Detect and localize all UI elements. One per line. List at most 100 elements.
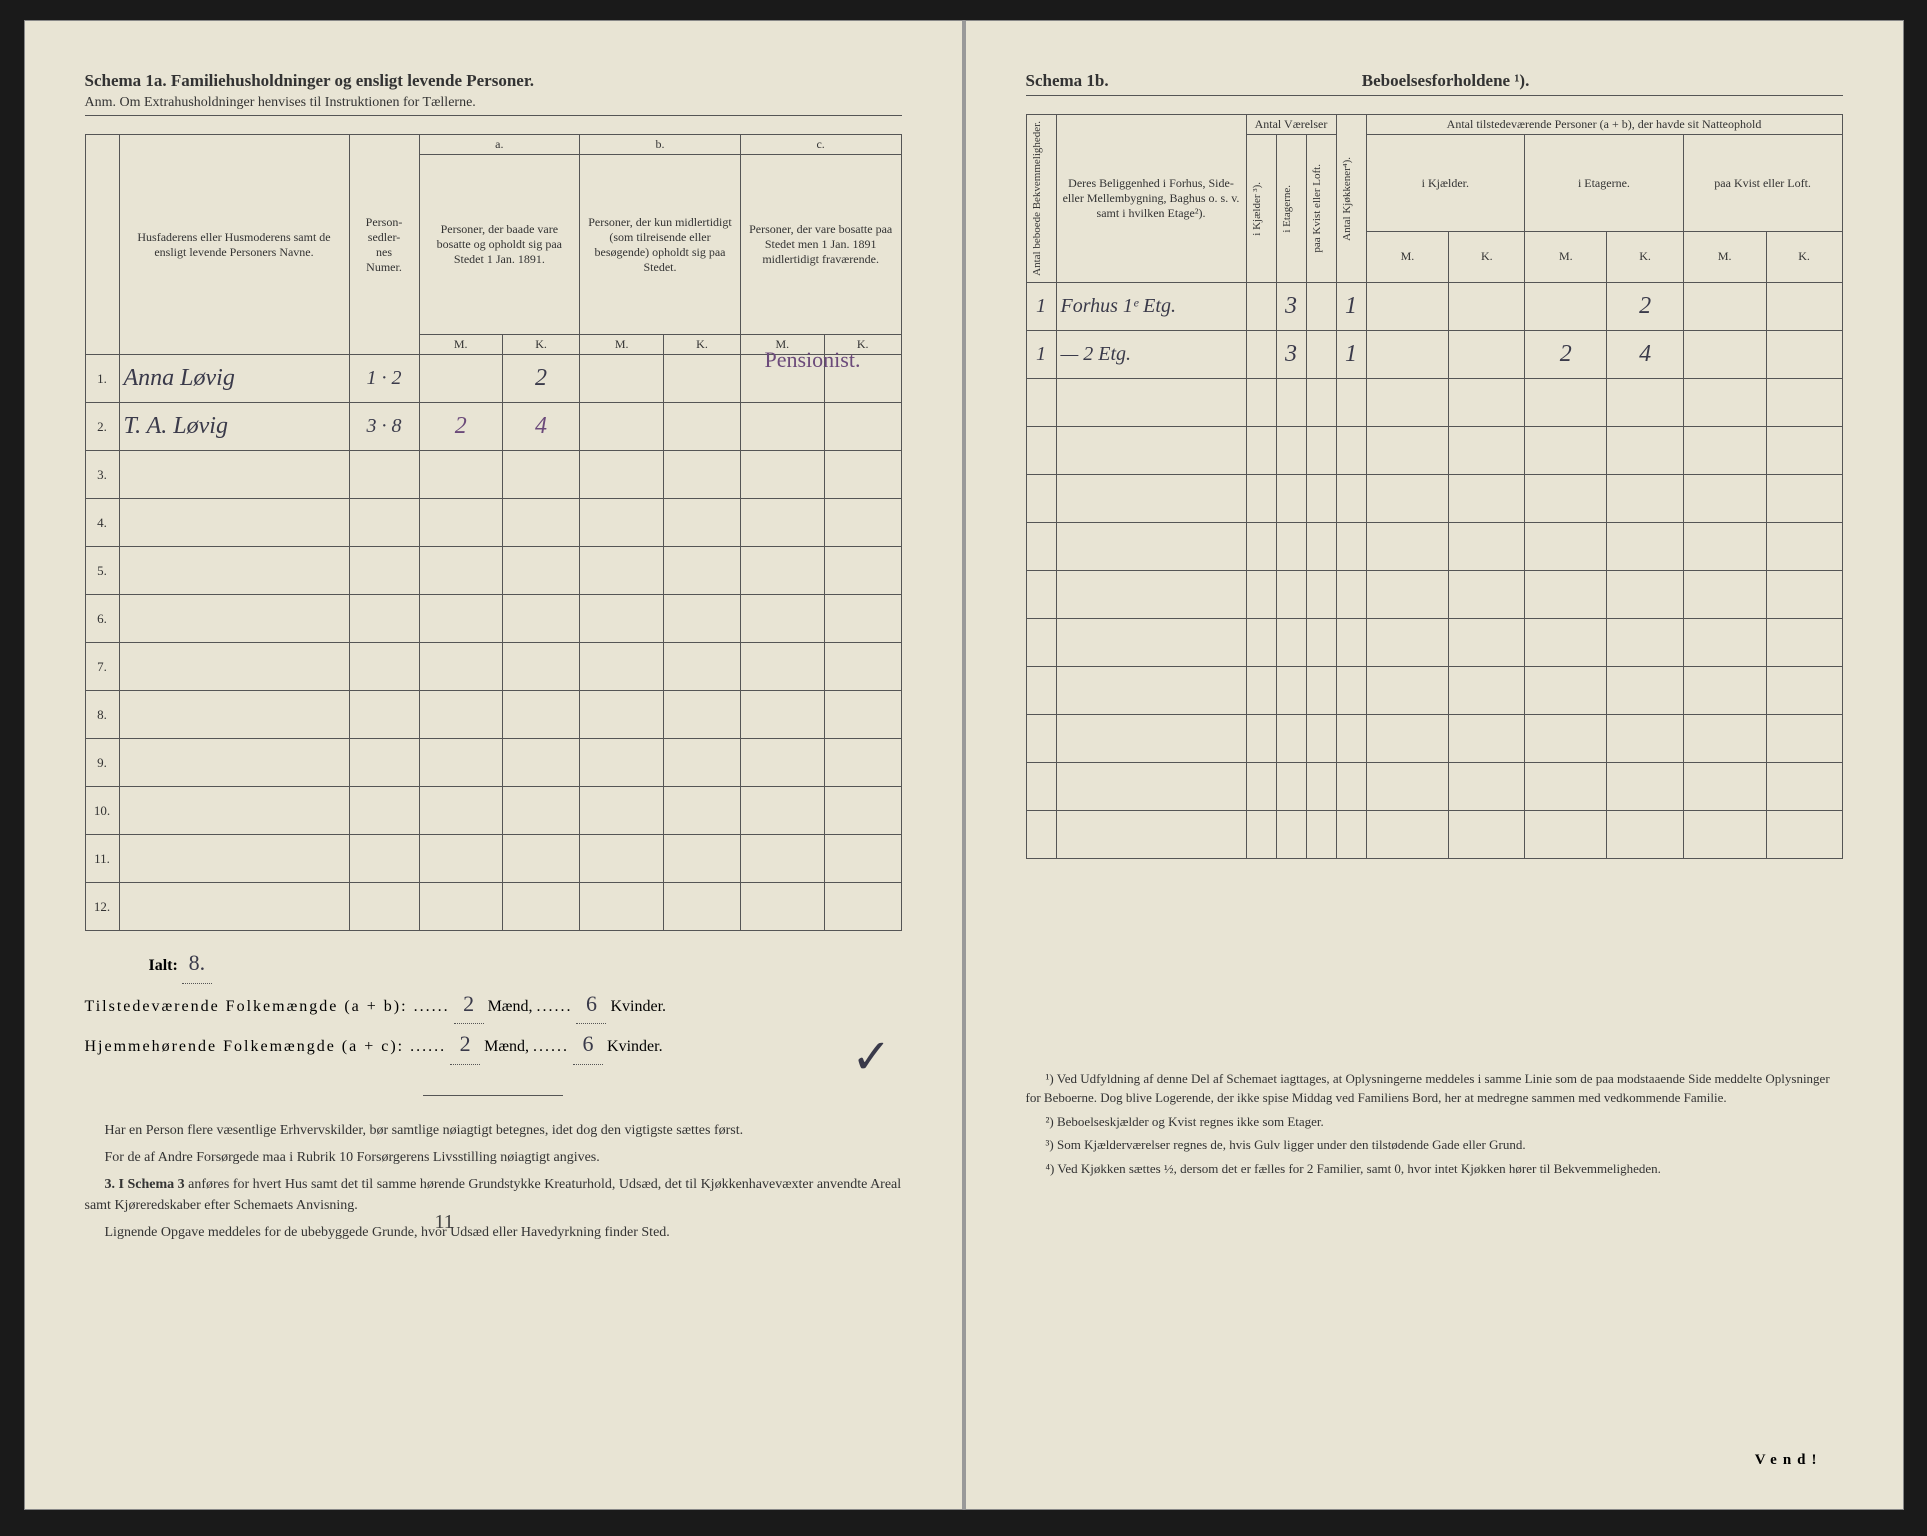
cell-net-k bbox=[1607, 618, 1683, 666]
cell-belig bbox=[1056, 810, 1246, 858]
cell-net-k: 4 bbox=[1607, 330, 1683, 378]
footnote-2: ²) Beboelseskjælder og Kvist regnes ikke… bbox=[1026, 1112, 1843, 1132]
cell-net-m bbox=[1525, 570, 1607, 618]
cell-c-k bbox=[824, 787, 901, 835]
row-number: 2. bbox=[85, 403, 119, 451]
cell-net-m: 2 bbox=[1525, 330, 1607, 378]
cell-net-k bbox=[1607, 378, 1683, 426]
col-b-text: Personer, der kun midlertidigt (som tilr… bbox=[580, 155, 741, 335]
cell-nkv-k bbox=[1766, 426, 1842, 474]
cell-nkj-m bbox=[1366, 282, 1449, 330]
row-number: 3. bbox=[85, 451, 119, 499]
cell-nkj-m bbox=[1366, 330, 1449, 378]
table-row bbox=[1026, 618, 1842, 666]
cell-c-m bbox=[740, 451, 824, 499]
cell-a-m bbox=[419, 355, 502, 403]
footnotes: ¹) Ved Udfyldning af denne Del af Schema… bbox=[1026, 1069, 1843, 1179]
cell-kj bbox=[1246, 762, 1276, 810]
table-row: 1 — 2 Etg. 3 1 2 4 bbox=[1026, 330, 1842, 378]
cell-nkv-k bbox=[1766, 714, 1842, 762]
cell-bekv: 1 bbox=[1026, 282, 1056, 330]
cell-a-k bbox=[502, 883, 579, 931]
cell-kj bbox=[1246, 570, 1276, 618]
cell-a-k bbox=[502, 739, 579, 787]
book-spread: Schema 1a. Familiehusholdninger og ensli… bbox=[24, 20, 1904, 1510]
cell-a-m bbox=[419, 739, 502, 787]
cell-kj bbox=[1246, 618, 1276, 666]
cell-nkj-k bbox=[1449, 426, 1525, 474]
instruction-p1: Har en Person flere væsentlige Erhvervsk… bbox=[85, 1120, 902, 1141]
col-n-etag: i Etagerne. bbox=[1525, 135, 1684, 232]
cell-name bbox=[119, 595, 349, 643]
cell-sedler bbox=[349, 883, 419, 931]
cell-net-k bbox=[1607, 810, 1683, 858]
cell-name bbox=[119, 691, 349, 739]
cell-name bbox=[119, 739, 349, 787]
cell-kjok bbox=[1336, 762, 1366, 810]
cell-a-m bbox=[419, 451, 502, 499]
col-kjokken: Antal Kjøkkener⁴). bbox=[1336, 115, 1366, 283]
instruction-p3-text: anføres for hvert Hus samt det til samme… bbox=[85, 1177, 902, 1213]
cell-nkj-m bbox=[1366, 378, 1449, 426]
cell-b-k bbox=[664, 451, 741, 499]
cell-kj bbox=[1246, 666, 1276, 714]
tilstede-m: 2 bbox=[454, 984, 484, 1025]
cell-a-m bbox=[419, 883, 502, 931]
cell-kjok bbox=[1336, 378, 1366, 426]
cell-kj bbox=[1246, 714, 1276, 762]
cell-kj bbox=[1246, 378, 1276, 426]
mk: M. bbox=[1683, 232, 1766, 283]
cell-kjok: 1 bbox=[1336, 330, 1366, 378]
cell-belig bbox=[1056, 666, 1246, 714]
cell-net-m bbox=[1525, 762, 1607, 810]
cell-belig bbox=[1056, 762, 1246, 810]
col-v-kjaelder: i Kjælder ³). bbox=[1246, 135, 1276, 283]
cell-c-k bbox=[824, 739, 901, 787]
cell-nkj-m bbox=[1366, 474, 1449, 522]
cell-kj bbox=[1246, 330, 1276, 378]
cell-a-m bbox=[419, 499, 502, 547]
cell-nkj-m bbox=[1366, 522, 1449, 570]
cell-b-k bbox=[664, 355, 741, 403]
dots: ...... bbox=[533, 1038, 569, 1055]
schema3-lead: 3. I Schema 3 bbox=[105, 1177, 185, 1192]
schema-1a-title: Schema 1a. Familiehusholdninger og ensli… bbox=[85, 71, 902, 91]
schema-1a-subtitle: Anm. Om Extrahusholdninger henvises til … bbox=[85, 95, 902, 116]
footnote-4: ⁴) Ved Kjøkken sættes ½, dersom det er f… bbox=[1026, 1159, 1843, 1179]
cell-nkj-m bbox=[1366, 810, 1449, 858]
cell-net-m bbox=[1525, 522, 1607, 570]
dots: ...... bbox=[536, 998, 572, 1015]
table-row: 2. T. A. Løvig 3 · 8 2 4 bbox=[85, 403, 901, 451]
cell-nkv-k bbox=[1766, 522, 1842, 570]
maend-label: Mænd, bbox=[488, 998, 537, 1015]
cell-et bbox=[1276, 618, 1306, 666]
table-row: 5. bbox=[85, 547, 901, 595]
cell-bekv bbox=[1026, 810, 1056, 858]
cell-bekv bbox=[1026, 570, 1056, 618]
table-row bbox=[1026, 378, 1842, 426]
cell-net-k bbox=[1607, 714, 1683, 762]
cell-b-m bbox=[580, 883, 664, 931]
cell-nkv-k bbox=[1766, 330, 1842, 378]
dots: ...... bbox=[410, 1038, 446, 1055]
instruction-p3: 3. I Schema 3 anføres for hvert Hus samt… bbox=[85, 1174, 902, 1216]
row-number: 6. bbox=[85, 595, 119, 643]
cell-belig: — 2 Etg. bbox=[1056, 330, 1246, 378]
schema-1b-label: Schema 1b. bbox=[1026, 71, 1109, 91]
col-blank bbox=[85, 135, 119, 355]
cell-b-k bbox=[664, 787, 741, 835]
cell-nkv-m bbox=[1683, 282, 1766, 330]
cell-a-m bbox=[419, 835, 502, 883]
cell-name bbox=[119, 451, 349, 499]
cell-bekv bbox=[1026, 474, 1056, 522]
col-c-text: Personer, der vare bosatte paa Stedet me… bbox=[740, 155, 901, 335]
cell-kv bbox=[1306, 810, 1336, 858]
cell-bekv: 1 bbox=[1026, 330, 1056, 378]
cell-sedler bbox=[349, 643, 419, 691]
col-v-kvist-label: paa Kvist eller Loft. bbox=[1311, 160, 1325, 257]
row-number: 5. bbox=[85, 547, 119, 595]
col-kjokken-label: Antal Kjøkkener⁴). bbox=[1341, 153, 1355, 245]
cell-nkj-m bbox=[1366, 570, 1449, 618]
cell-nkv-m bbox=[1683, 522, 1766, 570]
instruction-p2: For de af Andre Forsørgede maa i Rubrik … bbox=[85, 1147, 902, 1168]
